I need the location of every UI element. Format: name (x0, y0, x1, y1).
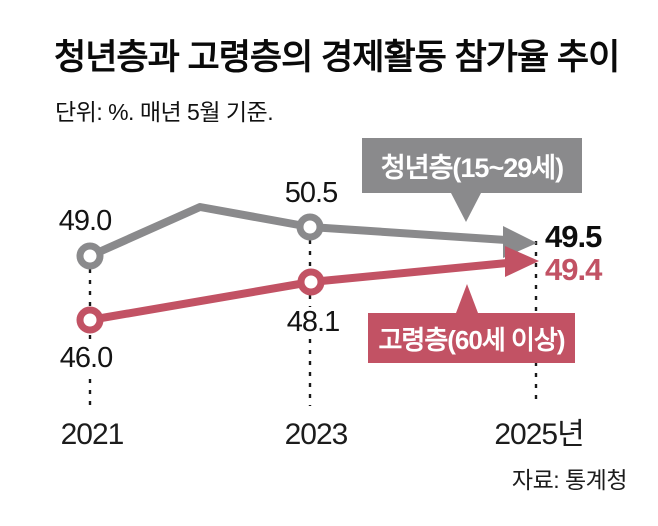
elder-marker-2023 (297, 268, 325, 296)
data-source-credit: 자료: 통계청 (511, 467, 628, 493)
elder-legend-label: 고령층(60세 이상) (378, 324, 566, 355)
elder-legend-callout: 고령층(60세 이상) (368, 284, 575, 363)
youth-callout-pointer-icon (451, 193, 481, 222)
youth-marker-2021 (76, 242, 104, 270)
elder-callout-pointer-icon (456, 284, 478, 313)
youth-value-2021: 49.0 (58, 205, 112, 237)
youth-value-2023: 50.5 (284, 177, 338, 209)
elder-value-2021: 46.0 (55, 343, 117, 374)
elder-value-2025: 49.4 (545, 252, 602, 287)
youth-legend-label: 청년층(15~29세) (380, 153, 564, 183)
x-tick-2025: 2025년 (494, 418, 584, 451)
x-tick-2021: 2021 (60, 418, 125, 451)
chart-unit-note: 단위: %. 매년 5월 기준. (55, 99, 274, 125)
youth-legend-callout: 청년층(15~29세) (362, 138, 582, 222)
youth-series-line (88, 203, 507, 260)
elder-series-arrowhead (505, 246, 539, 277)
elder-value-2023: 48.1 (282, 307, 344, 338)
youth-marker-2023 (296, 213, 324, 241)
chart-title: 청년층과 고령층의 경제활동 참가율 추이 (54, 38, 620, 77)
x-tick-2023: 2023 (284, 418, 349, 451)
elder-marker-2021 (76, 306, 104, 334)
youth-value-2025: 49.5 (545, 219, 602, 254)
